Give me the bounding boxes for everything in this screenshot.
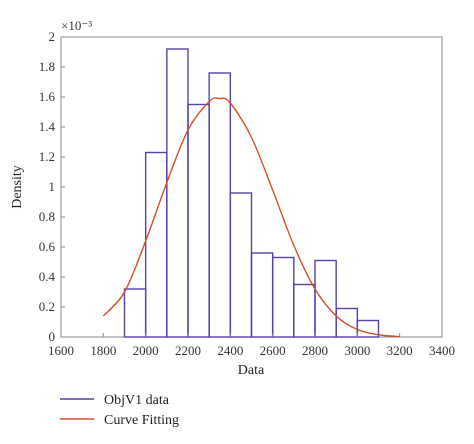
y-tick-label: 1.6 — [39, 89, 56, 104]
x-axis-ticks: 1600 1800 2000 2200 2400 2600 2800 3000 3200 3400 — [48, 333, 455, 358]
x-tick-label: 2000 — [133, 343, 159, 358]
y-tick-label: 1.2 — [39, 149, 55, 164]
y-tick-label: 0.6 — [39, 239, 56, 254]
x-tick-label: 2400 — [217, 343, 243, 358]
y-tick-label: 0.4 — [39, 269, 56, 284]
y-tick-label: 0.8 — [39, 209, 55, 224]
y-tick-label: 0 — [49, 329, 56, 344]
x-tick-label: 2600 — [260, 343, 286, 358]
y-tick-label: 1.8 — [39, 59, 55, 74]
histogram-bar — [314, 259, 337, 338]
y-tick-label: 1.4 — [39, 119, 56, 134]
x-tick-label: 3400 — [429, 343, 455, 358]
y-axis-multiplier: ×10⁻³ — [61, 18, 92, 33]
histogram-bars — [123, 48, 380, 338]
x-tick-label: 1800 — [90, 343, 116, 358]
x-tick-label: 2200 — [175, 343, 201, 358]
legend: ObjV1 data Curve Fitting — [60, 393, 179, 428]
y-axis-ticks: 0 0.2 0.4 0.6 0.8 1 1.2 1.4 1.6 1.8 2 — [39, 29, 65, 344]
legend-label-histogram: ObjV1 data — [104, 393, 170, 408]
legend-label-curve: Curve Fitting — [104, 413, 179, 428]
x-tick-label: 3200 — [387, 343, 413, 358]
y-tick-label: 2 — [49, 29, 56, 44]
y-axis-label: Density — [10, 165, 25, 209]
x-tick-label: 2800 — [302, 343, 328, 358]
fit-curve-line — [102, 97, 400, 338]
x-tick-label: 3000 — [344, 343, 370, 358]
y-tick-label: 0.2 — [39, 299, 55, 314]
x-axis-label: Data — [238, 363, 265, 378]
x-tick-label: 1600 — [48, 343, 74, 358]
y-tick-label: 1 — [49, 179, 56, 194]
